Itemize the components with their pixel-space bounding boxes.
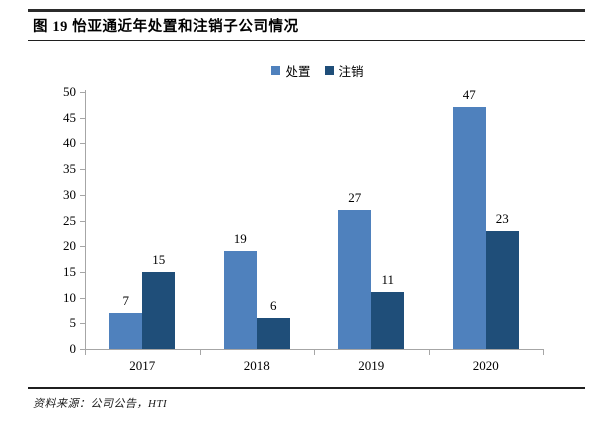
chart-legend: 处置 注销 xyxy=(11,61,613,80)
y-tick-label: 20 xyxy=(63,238,76,254)
bar-deregistered-2020 xyxy=(485,231,519,349)
bar-deregistered-2019 xyxy=(371,292,405,349)
bar-value-label: 47 xyxy=(462,87,476,102)
source-note: 资料来源：公司公告，HTI xyxy=(33,398,168,410)
x-tick-label: 2018 xyxy=(243,358,270,373)
y-tick-label: 45 xyxy=(63,109,76,125)
y-axis-tick xyxy=(80,92,85,93)
top-divider xyxy=(28,9,585,12)
bottom-divider xyxy=(28,387,585,389)
legend-label-deregistered: 注销 xyxy=(338,65,364,79)
bar-value-label: 6 xyxy=(270,298,277,313)
y-tick-label: 35 xyxy=(63,161,76,177)
figure-title: 图 19 怡亚通近年处置和注销子公司情况 xyxy=(33,19,299,35)
y-tick-label: 10 xyxy=(63,289,76,305)
y-tick-label: 5 xyxy=(69,315,77,331)
legend-label-disposed: 处置 xyxy=(285,65,311,79)
y-tick-label: 25 xyxy=(63,212,76,228)
y-tick-label: 0 xyxy=(69,341,77,356)
x-axis-tick xyxy=(428,349,430,355)
y-axis-tick xyxy=(80,297,85,299)
bar-disposed-2020 xyxy=(452,107,486,349)
bar-value-label: 23 xyxy=(495,211,509,226)
x-tick-label: 2020 xyxy=(472,358,499,373)
legend-swatch-deregistered-icon xyxy=(324,66,334,75)
legend-item-deregistered: 注销 xyxy=(324,61,364,80)
y-tick-label: 50 xyxy=(63,84,76,99)
bar-value-label: 7 xyxy=(122,293,130,308)
title-divider xyxy=(28,40,585,41)
y-axis-tick xyxy=(80,194,85,196)
x-axis-tick xyxy=(85,349,86,355)
bar-deregistered-2017 xyxy=(142,272,176,349)
x-tick-label: 2017 xyxy=(129,358,156,373)
x-axis-tick xyxy=(199,349,201,355)
bar-value-label: 11 xyxy=(381,272,395,287)
y-axis-tick xyxy=(80,246,85,248)
legend-swatch-disposed-icon xyxy=(271,66,281,75)
bar-disposed-2017 xyxy=(109,313,143,349)
y-axis-tick xyxy=(80,323,85,325)
x-tick-label: 2019 xyxy=(358,358,385,373)
y-axis xyxy=(85,90,86,350)
bar-value-label: 27 xyxy=(348,190,362,205)
x-axis-tick xyxy=(314,349,315,355)
bar-deregistered-2018 xyxy=(256,318,290,349)
bar-disposed-2019 xyxy=(338,210,372,349)
bar-value-label: 15 xyxy=(152,252,166,267)
y-axis-tick xyxy=(80,220,85,222)
bar-value-label: 19 xyxy=(233,231,247,246)
x-axis-tick xyxy=(543,349,544,355)
y-axis-tick xyxy=(80,349,85,350)
y-tick-label: 15 xyxy=(63,263,76,279)
y-tick-label: 30 xyxy=(63,186,76,202)
bar-disposed-2018 xyxy=(223,251,257,349)
y-axis-tick xyxy=(80,271,85,273)
y-axis-tick xyxy=(80,117,85,119)
legend-item-disposed: 处置 xyxy=(271,61,311,80)
y-axis-tick xyxy=(80,143,85,145)
y-tick-label: 40 xyxy=(63,135,76,151)
y-axis-tick xyxy=(80,169,85,171)
